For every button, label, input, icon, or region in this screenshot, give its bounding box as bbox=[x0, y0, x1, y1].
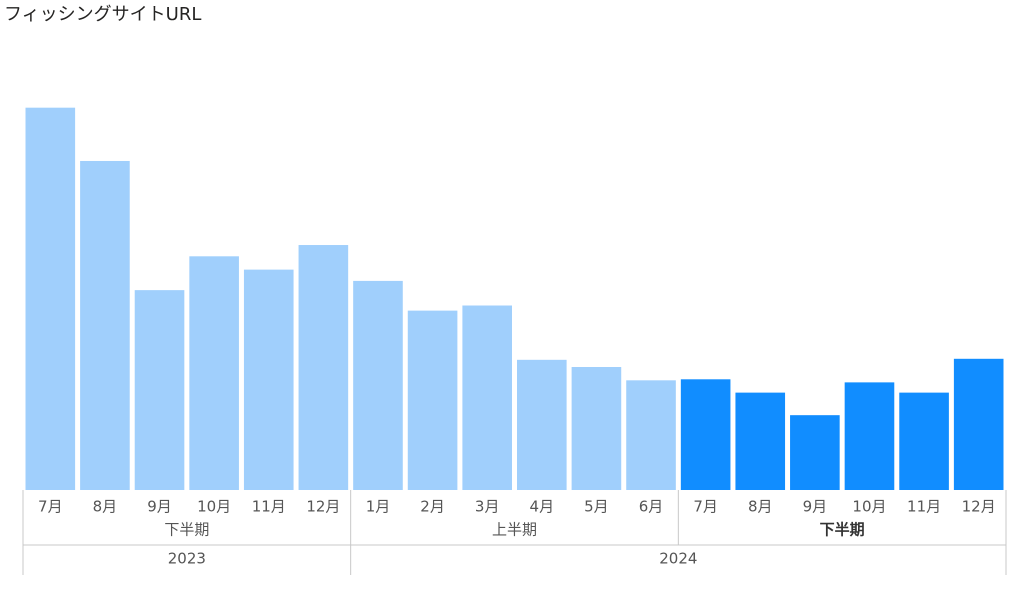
x-tick-label: 7月 bbox=[38, 498, 63, 516]
bar bbox=[80, 160, 130, 490]
bar bbox=[298, 245, 349, 490]
bar bbox=[626, 380, 676, 490]
bar bbox=[953, 358, 1004, 490]
chart-title: フィッシングサイトURL bbox=[4, 4, 201, 25]
x-tick-label: 11月 bbox=[907, 498, 941, 516]
x-tick-label: 8月 bbox=[93, 498, 118, 516]
x-tick-label: 10月 bbox=[197, 498, 231, 516]
bar bbox=[462, 305, 512, 490]
half-label: 上半期 bbox=[492, 521, 537, 539]
x-tick-label: 7月 bbox=[693, 498, 718, 516]
bar bbox=[735, 392, 786, 490]
bar bbox=[790, 415, 840, 490]
bar bbox=[25, 107, 76, 491]
x-tick-label: 4月 bbox=[530, 498, 555, 516]
year-label: 2023 bbox=[168, 550, 206, 568]
bar bbox=[571, 367, 622, 490]
x-tick-label: 12月 bbox=[306, 498, 340, 516]
x-tick-label: 6月 bbox=[639, 498, 664, 516]
x-tick-label: 10月 bbox=[852, 498, 886, 516]
x-tick-label: 1月 bbox=[366, 498, 391, 516]
x-tick-label: 3月 bbox=[475, 498, 500, 516]
bar bbox=[680, 379, 731, 490]
bar bbox=[353, 280, 403, 490]
bar bbox=[517, 359, 567, 490]
bar bbox=[243, 269, 294, 490]
x-tick-label: 5月 bbox=[584, 498, 609, 516]
half-label: 下半期 bbox=[820, 521, 865, 539]
x-tick-label: 9月 bbox=[147, 498, 172, 516]
bar bbox=[407, 310, 458, 490]
bar bbox=[844, 382, 895, 490]
x-tick-label: 8月 bbox=[748, 498, 773, 516]
bar bbox=[134, 290, 185, 490]
x-tick-label: 9月 bbox=[803, 498, 828, 516]
x-tick-label: 2月 bbox=[420, 498, 445, 516]
bar bbox=[899, 392, 949, 490]
bar bbox=[189, 256, 239, 490]
x-tick-label: 12月 bbox=[962, 498, 996, 516]
x-tick-label: 11月 bbox=[252, 498, 286, 516]
half-label: 下半期 bbox=[164, 521, 209, 539]
year-label: 2024 bbox=[659, 550, 697, 568]
